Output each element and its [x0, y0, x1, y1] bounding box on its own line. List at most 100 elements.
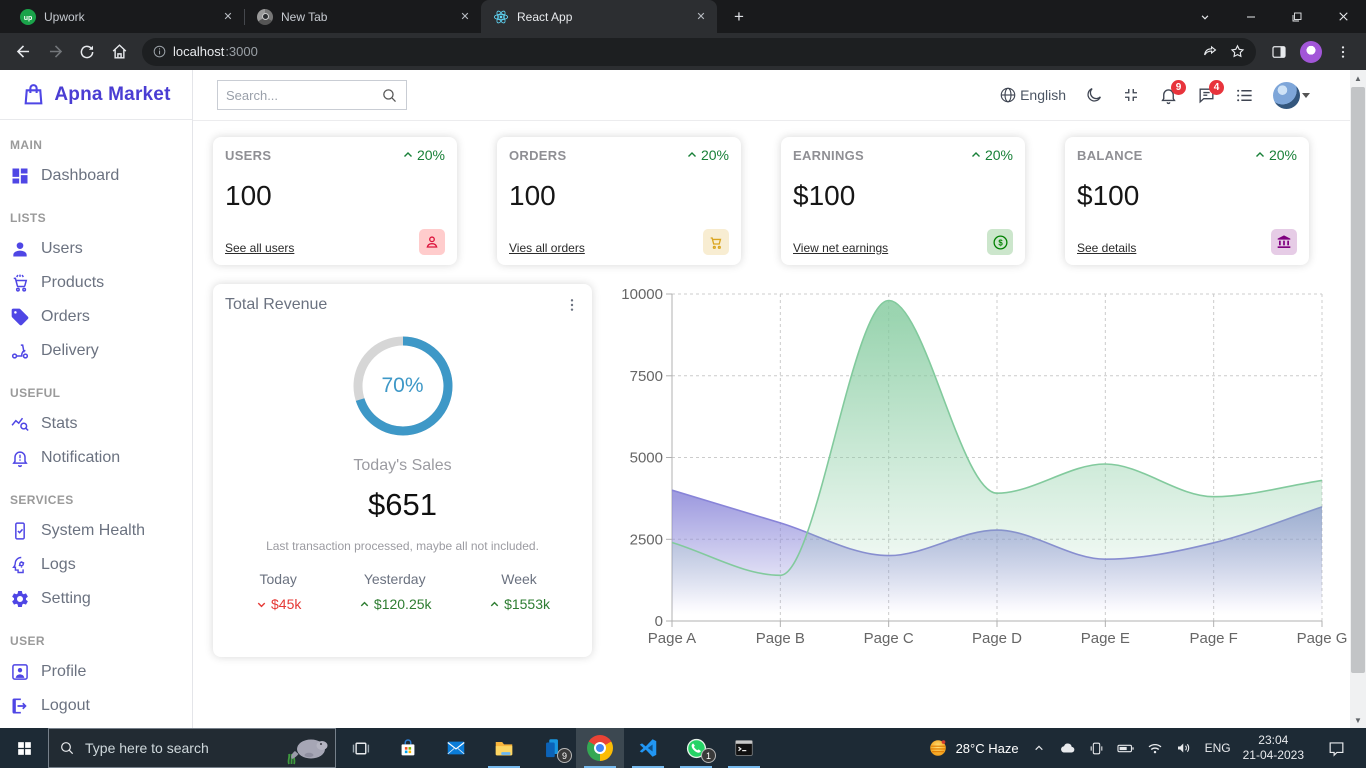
sidebar-item-stats[interactable]: Stats [0, 407, 192, 441]
widget-value: 100 [225, 180, 272, 211]
list-menu-button[interactable] [1235, 86, 1254, 105]
whatsapp-button[interactable]: 1 [672, 728, 720, 768]
stat-cards-row: USERS 20% 100 See all users ORDERS 20% 1… [213, 137, 1350, 265]
total-revenue-card: Total Revenue 70% Today's Sales $651 Las… [213, 284, 592, 657]
battery-icon[interactable] [1116, 739, 1135, 758]
revenue-title: Total Revenue [225, 296, 328, 313]
new-tab-button[interactable]: + [734, 6, 744, 26]
tab-title: Upwork [44, 9, 85, 24]
scrollbar-thumb[interactable] [1351, 87, 1365, 673]
kebab-menu-icon[interactable] [564, 297, 580, 313]
search-icon[interactable] [381, 87, 398, 104]
task-view-button[interactable] [336, 728, 384, 768]
minimize-button[interactable] [1228, 0, 1274, 33]
mail-icon [447, 741, 465, 755]
sidebar-item-system-health[interactable]: System Health [0, 514, 192, 548]
money-chip-icon: $ [987, 229, 1013, 255]
tab-new-tab[interactable]: New Tab ✕ [245, 0, 481, 33]
tray-chevron-up-icon[interactable] [1031, 740, 1047, 756]
tab-close-icon[interactable]: ✕ [696, 11, 706, 23]
microsoft-store-button[interactable] [384, 728, 432, 768]
tab-search-chevron-icon[interactable] [1182, 0, 1228, 33]
dark-mode-toggle[interactable] [1085, 86, 1103, 104]
wifi-icon[interactable] [1146, 739, 1164, 757]
sidebar-item-dashboard[interactable]: Dashboard [0, 159, 192, 193]
share-icon[interactable] [1202, 43, 1219, 60]
widget-value: $100 [793, 180, 856, 211]
fullscreen-toggle[interactable] [1122, 86, 1140, 104]
profile-card-icon [12, 664, 28, 680]
maximize-button[interactable] [1274, 0, 1320, 33]
address-bar[interactable]: localhost:3000 [142, 37, 1256, 66]
site-info-icon[interactable] [152, 44, 167, 59]
close-button[interactable] [1320, 0, 1366, 33]
chrome-button[interactable] [576, 728, 624, 768]
svg-text:0: 0 [655, 613, 663, 630]
taskbar-clock[interactable]: 23:04 21-04-2023 [1243, 733, 1304, 763]
reload-icon[interactable] [72, 37, 102, 67]
brand-logo[interactable]: Apna Market [0, 70, 192, 120]
page-scrollbar[interactable]: ▲ ▼ [1350, 70, 1366, 728]
sidebar-item-logout[interactable]: Logout [0, 689, 192, 723]
sidebar-item-orders[interactable]: Orders [0, 300, 192, 334]
volume-icon[interactable] [1175, 739, 1193, 757]
onedrive-cloud-icon[interactable] [1058, 739, 1077, 758]
sidebar-item-profile[interactable]: Profile [0, 655, 192, 689]
terminal-button[interactable] [720, 728, 768, 768]
keyboard-language[interactable]: ENG [1204, 741, 1231, 755]
browser-profile-avatar[interactable] [1296, 37, 1326, 67]
sidebar-item-setting[interactable]: Setting [0, 582, 192, 616]
bookmark-star-icon[interactable] [1229, 43, 1246, 60]
weather-widget[interactable]: 28°C Haze [927, 737, 1019, 759]
tab-upwork[interactable]: up Upwork ✕ [8, 0, 244, 33]
sidebar-item-products[interactable]: Products [0, 266, 192, 300]
action-center-button[interactable] [1316, 728, 1356, 768]
upwork-favicon: up [20, 8, 36, 25]
start-button[interactable] [0, 728, 48, 768]
messages-button[interactable]: 4 [1197, 79, 1224, 105]
home-icon[interactable] [104, 37, 134, 67]
widget-link[interactable]: See all users [225, 241, 295, 255]
user-avatar[interactable] [1273, 81, 1310, 109]
browser-toolbar: localhost:3000 [0, 33, 1366, 70]
widget-link[interactable]: See details [1077, 241, 1137, 255]
tab-close-icon[interactable]: ✕ [460, 11, 470, 23]
mail-button[interactable] [432, 728, 480, 768]
back-icon[interactable] [8, 37, 38, 67]
vscode-button[interactable] [624, 728, 672, 768]
search-box[interactable] [217, 80, 407, 110]
sidebar-item-label: Orders [41, 308, 90, 325]
widget-title: EARNINGS [793, 147, 865, 163]
sidebar-item-logs[interactable]: Logs [0, 548, 192, 582]
cart-chip-icon [703, 229, 729, 255]
main-area: English 9 4 [193, 70, 1350, 728]
weather-text: 28°C Haze [955, 740, 1019, 756]
stat-value: $1553k [504, 596, 550, 612]
stat-week: Week $1553k [488, 571, 550, 612]
scroll-up-arrow[interactable]: ▲ [1354, 73, 1362, 83]
tab-react-app[interactable]: React App ✕ [481, 0, 717, 33]
scroll-down-arrow[interactable]: ▼ [1354, 715, 1362, 725]
side-panel-icon[interactable] [1264, 37, 1294, 67]
sidebar-item-notification[interactable]: Notification [0, 441, 192, 475]
second-row: Total Revenue 70% Today's Sales $651 Las… [213, 284, 1350, 657]
file-explorer-button[interactable] [480, 728, 528, 768]
widget-link[interactable]: Vies all orders [509, 241, 585, 255]
search-input[interactable] [226, 87, 366, 103]
your-phone-button[interactable]: 9 [528, 728, 576, 768]
sidebar-item-users[interactable]: Users [0, 232, 192, 266]
trend-up-icon [403, 151, 412, 157]
psychology-icon [12, 556, 25, 574]
widget-title: BALANCE [1077, 147, 1143, 163]
widget-link[interactable]: View net earnings [793, 241, 889, 255]
tab-close-icon[interactable]: ✕ [223, 11, 233, 23]
taskbar-search[interactable]: Type here to search [48, 728, 336, 768]
phone-link-icon[interactable] [1088, 740, 1105, 757]
notifications-button[interactable]: 9 [1159, 79, 1186, 105]
sidebar-item-delivery[interactable]: Delivery [0, 334, 192, 368]
language-selector[interactable]: English [999, 86, 1066, 104]
forward-icon[interactable] [40, 37, 70, 67]
language-label: English [1020, 87, 1066, 103]
browser-menu-icon[interactable] [1328, 37, 1358, 67]
browser-tabstrip: up Upwork ✕ New Tab ✕ React App ✕ + [0, 0, 1366, 33]
